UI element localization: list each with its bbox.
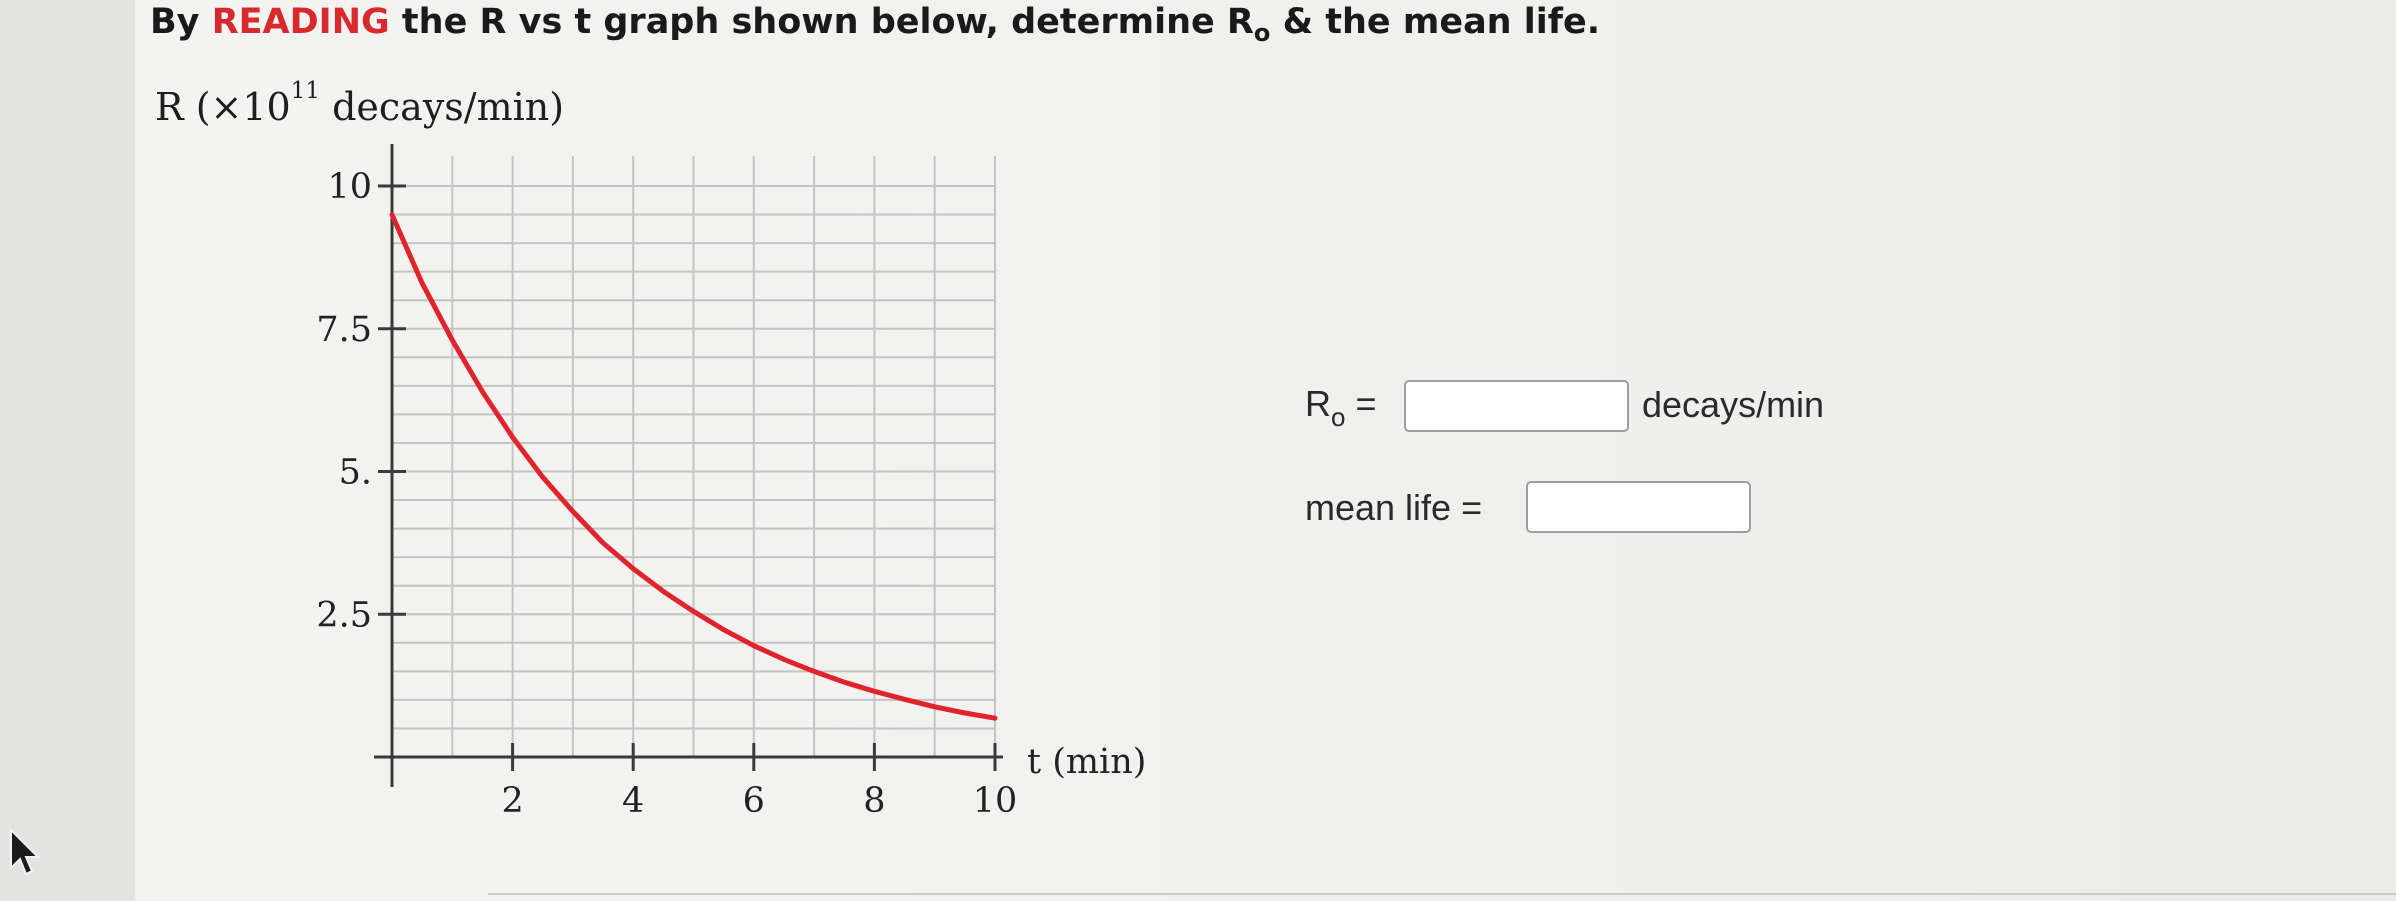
- r0-label-text: R: [1305, 383, 1331, 424]
- grid: [392, 156, 996, 757]
- r0-equals: =: [1355, 383, 1377, 424]
- r0-unit: decays/min: [1642, 384, 1825, 425]
- tick-labels: 2.5 5. 7.5 10 2 4 6 8 10: [316, 167, 1017, 821]
- x-axis-label: t (min): [1027, 742, 1146, 782]
- mouse-cursor-icon: [10, 828, 41, 876]
- x-tick-label: 10: [973, 781, 1018, 821]
- x-tick-label: 6: [743, 781, 765, 821]
- y-tick-label: 7.5: [316, 310, 372, 350]
- question-part1: the R vs t graph shown below, determine …: [401, 2, 1254, 42]
- y-axis-label-suffix: decays/min): [320, 85, 565, 129]
- question-subscript: o: [1253, 19, 1271, 47]
- y-tick-label: 5.: [339, 453, 372, 493]
- r0-label: Ro =: [1305, 383, 1377, 433]
- decay-curve: [389, 212, 998, 721]
- r0-label-subscript: o: [1331, 402, 1346, 432]
- decay-chart: 2.5 5. 7.5 10 2 4 6 8 10 t (min): [316, 144, 1146, 821]
- bottom-divider: [488, 893, 2396, 895]
- question-part2: & the mean life.: [1282, 2, 1601, 42]
- mean-life-input[interactable]: [1526, 481, 1751, 533]
- x-tick-label: 4: [622, 781, 644, 821]
- axes: [374, 144, 1003, 787]
- question-highlight: READING: [211, 2, 390, 42]
- ticks: [378, 184, 997, 771]
- y-axis-label: R (×1011 decays/min): [155, 78, 564, 129]
- r0-input[interactable]: [1404, 380, 1629, 432]
- y-tick-label: 10: [327, 167, 372, 207]
- mean-life-label: mean life =: [1305, 487, 1483, 528]
- series: [389, 212, 998, 721]
- x-tick-label: 8: [863, 781, 885, 821]
- question-text: By READING the R vs t graph shown below,…: [150, 2, 1600, 47]
- y-axis-label-prefix: R (×10: [155, 85, 291, 129]
- question-prefix: By: [150, 2, 200, 42]
- y-axis-label-exponent: 11: [290, 78, 320, 104]
- x-tick-label: 2: [501, 781, 523, 821]
- y-tick-label: 2.5: [316, 595, 372, 635]
- left-margin: [0, 0, 135, 901]
